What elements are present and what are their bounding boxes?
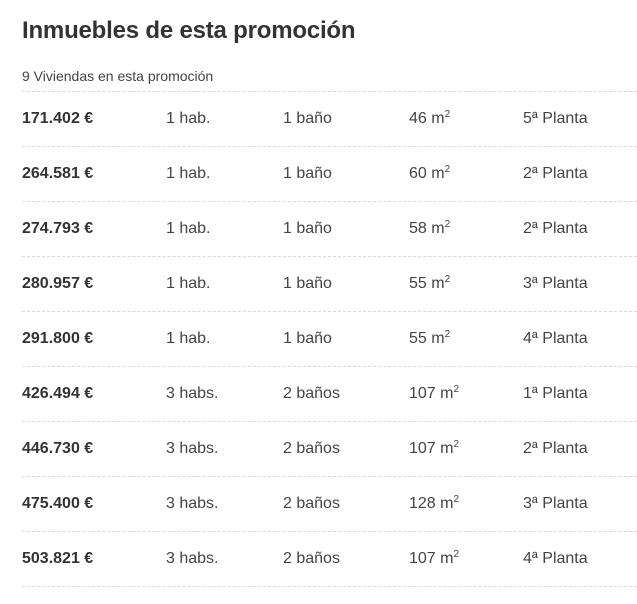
unit-floor: 4ª Planta	[523, 550, 588, 567]
unit-size-exponent: 2	[444, 274, 451, 285]
unit-floor: 2ª Planta	[523, 165, 588, 182]
unit-size: 55 m2	[409, 275, 523, 293]
unit-floor: 2ª Planta	[523, 440, 588, 457]
unit-price: 280.957 €	[22, 275, 94, 292]
unit-size-value: 46 m	[409, 110, 445, 127]
unit-rooms: 3 habs.	[166, 385, 219, 402]
unit-size-exponent: 2	[453, 549, 460, 560]
unit-size-exponent: 2	[444, 219, 451, 230]
unit-size: 46 m2	[409, 110, 523, 128]
unit-price: 426.494 €	[22, 385, 94, 402]
unit-size: 128 m2	[409, 495, 523, 513]
promotion-units-section: Inmuebles de esta promoción 9 Viviendas …	[22, 17, 637, 587]
unit-size-exponent: 2	[453, 384, 460, 395]
unit-row-5[interactable]: 291.800 € 1 hab. 1 baño 55 m2 4ª Planta	[22, 312, 637, 367]
unit-baths: 1 baño	[283, 220, 332, 237]
unit-floor: 2ª Planta	[523, 220, 588, 237]
unit-floor: 3ª Planta	[523, 275, 588, 292]
unit-baths: 1 baño	[283, 165, 332, 182]
unit-row-7[interactable]: 446.730 € 3 habs. 2 baños 107 m2 2ª Plan…	[22, 422, 637, 477]
unit-floor: 3ª Planta	[523, 495, 588, 512]
unit-size: 107 m2	[409, 385, 523, 403]
unit-size: 60 m2	[409, 165, 523, 183]
unit-floor: 5ª Planta	[523, 110, 588, 127]
unit-baths: 1 baño	[283, 330, 332, 347]
unit-baths: 1 baño	[283, 275, 332, 292]
unit-baths: 2 baños	[283, 495, 340, 512]
unit-baths: 1 baño	[283, 110, 332, 127]
units-list: 171.402 € 1 hab. 1 baño 46 m2 5ª Planta …	[22, 91, 637, 587]
unit-size: 58 m2	[409, 220, 523, 238]
unit-rooms: 1 hab.	[166, 110, 211, 127]
unit-size-value: 107 m	[409, 550, 454, 567]
unit-size: 55 m2	[409, 330, 523, 348]
unit-baths: 2 baños	[283, 385, 340, 402]
unit-rooms: 3 habs.	[166, 550, 219, 567]
unit-price: 274.793 €	[22, 220, 94, 237]
unit-size-exponent: 2	[444, 329, 451, 340]
unit-row-8[interactable]: 475.400 € 3 habs. 2 baños 128 m2 3ª Plan…	[22, 477, 637, 532]
unit-baths: 2 baños	[283, 550, 340, 567]
unit-price: 475.400 €	[22, 495, 94, 512]
unit-size-value: 58 m	[409, 220, 445, 237]
unit-rooms: 1 hab.	[166, 275, 211, 292]
unit-row-9[interactable]: 503.821 € 3 habs. 2 baños 107 m2 4ª Plan…	[22, 532, 637, 587]
unit-size-value: 55 m	[409, 330, 445, 347]
unit-row-1[interactable]: 171.402 € 1 hab. 1 baño 46 m2 5ª Planta	[22, 92, 637, 147]
unit-price: 264.581 €	[22, 165, 94, 182]
unit-size: 107 m2	[409, 550, 523, 568]
unit-price: 503.821 €	[22, 550, 94, 567]
units-count: 9 Viviendas en esta promoción	[22, 68, 214, 84]
unit-size-value: 55 m	[409, 275, 445, 292]
unit-row-3[interactable]: 274.793 € 1 hab. 1 baño 58 m2 2ª Planta	[22, 202, 637, 257]
section-title: Inmuebles de esta promoción	[22, 17, 356, 44]
unit-price: 291.800 €	[22, 330, 94, 347]
unit-size-value: 128 m	[409, 495, 454, 512]
unit-size-exponent: 2	[453, 439, 460, 450]
unit-rooms: 1 hab.	[166, 330, 211, 347]
unit-size-exponent: 2	[444, 164, 451, 175]
unit-floor: 4ª Planta	[523, 330, 588, 347]
unit-row-6[interactable]: 426.494 € 3 habs. 2 baños 107 m2 1ª Plan…	[22, 367, 637, 422]
unit-rooms: 3 habs.	[166, 440, 219, 457]
unit-rooms: 3 habs.	[166, 495, 219, 512]
unit-size-value: 60 m	[409, 165, 445, 182]
unit-row-4[interactable]: 280.957 € 1 hab. 1 baño 55 m2 3ª Planta	[22, 257, 637, 312]
unit-price: 171.402 €	[22, 110, 94, 127]
unit-rooms: 1 hab.	[166, 165, 211, 182]
unit-baths: 2 baños	[283, 440, 340, 457]
unit-rooms: 1 hab.	[166, 220, 211, 237]
unit-size-value: 107 m	[409, 440, 454, 457]
unit-size-exponent: 2	[444, 109, 451, 120]
unit-size-value: 107 m	[409, 385, 454, 402]
unit-size-exponent: 2	[453, 494, 460, 505]
unit-floor: 1ª Planta	[523, 385, 588, 402]
unit-row-2[interactable]: 264.581 € 1 hab. 1 baño 60 m2 2ª Planta	[22, 147, 637, 202]
unit-size: 107 m2	[409, 440, 523, 458]
unit-price: 446.730 €	[22, 440, 94, 457]
